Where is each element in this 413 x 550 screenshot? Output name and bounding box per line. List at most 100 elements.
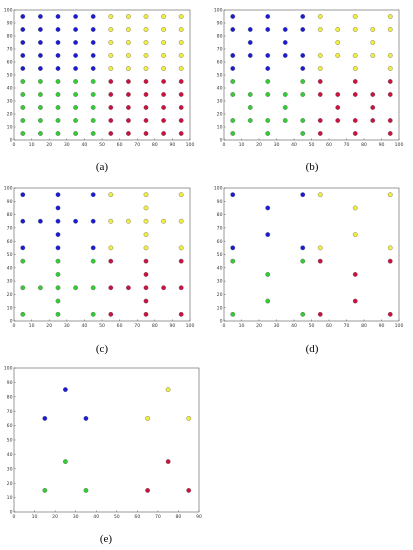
point-blue	[300, 14, 306, 19]
point-green	[55, 118, 61, 123]
point-green	[42, 488, 48, 493]
y-tick-label: 60	[7, 239, 13, 245]
y-tick-label: 60	[217, 60, 223, 66]
point-blue	[90, 245, 96, 251]
x-tick-label: 10	[32, 514, 38, 520]
point-blue	[230, 66, 236, 71]
x-tick-label: 90	[169, 323, 175, 329]
point-red	[352, 92, 358, 97]
y-tick-label: 100	[214, 8, 223, 14]
point-green	[20, 131, 26, 136]
y-tick-label: 90	[217, 199, 223, 205]
point-blue	[73, 14, 78, 19]
point-green	[55, 272, 61, 277]
point-green	[265, 79, 271, 84]
plot-area	[13, 9, 191, 141]
x-tick-label: 100	[186, 323, 195, 329]
point-green	[55, 79, 61, 84]
point-yellow	[317, 66, 323, 71]
point-green	[90, 285, 96, 291]
y-tick-label: 20	[7, 292, 13, 298]
point-blue	[90, 66, 96, 71]
point-green	[230, 79, 236, 84]
point-green	[90, 118, 96, 123]
point-yellow	[143, 40, 149, 45]
point-blue	[55, 205, 61, 211]
point-yellow	[108, 66, 114, 71]
point-green	[265, 131, 271, 136]
point-blue	[63, 387, 68, 392]
point-green	[282, 105, 288, 110]
y-tick-label: 80	[7, 34, 13, 40]
point-green	[90, 92, 96, 97]
point-red	[352, 79, 358, 84]
x-tick-label: 50	[309, 323, 315, 329]
point-blue	[265, 232, 271, 237]
x-tick-label: 10	[239, 323, 245, 329]
y-tick-label: 40	[7, 86, 13, 92]
point-yellow	[387, 66, 393, 71]
point-red	[335, 118, 341, 123]
point-red	[335, 105, 341, 110]
x-tick-label: 70	[344, 323, 350, 329]
point-blue	[20, 192, 26, 198]
point-yellow	[143, 218, 149, 224]
point-green	[20, 92, 26, 97]
point-yellow	[161, 218, 166, 224]
point-green	[38, 118, 43, 123]
point-red	[108, 79, 114, 84]
point-red	[108, 131, 114, 136]
point-red	[317, 311, 323, 317]
y-tick-label: 50	[217, 252, 223, 258]
point-green	[300, 79, 306, 84]
point-yellow	[352, 205, 358, 211]
point-green	[20, 118, 26, 123]
x-tick-label: 50	[99, 323, 105, 329]
point-blue	[90, 14, 96, 19]
point-red	[143, 311, 149, 317]
point-yellow	[387, 53, 393, 58]
point-yellow	[145, 416, 150, 421]
y-tick-label: 90	[7, 21, 13, 27]
point-yellow	[387, 192, 393, 198]
x-tick-label: 70	[134, 323, 140, 329]
y-tick-label: 40	[217, 265, 223, 271]
point-red	[387, 311, 393, 317]
point-yellow	[161, 53, 166, 58]
y-tick-label: 80	[7, 212, 13, 218]
panel-caption: (d)	[306, 343, 319, 355]
x-tick-label: 60	[326, 142, 332, 148]
point-blue	[55, 192, 61, 198]
point-blue	[300, 66, 306, 71]
x-tick-label: 100	[186, 142, 195, 148]
point-green	[265, 118, 271, 123]
x-tick-label: 0	[13, 142, 16, 148]
point-yellow	[161, 66, 166, 71]
point-yellow	[317, 192, 323, 198]
point-blue	[90, 192, 96, 198]
point-red	[352, 131, 358, 136]
point-red	[143, 92, 149, 97]
point-blue	[73, 40, 78, 45]
point-red	[143, 131, 149, 136]
y-tick-label: 10	[7, 125, 13, 131]
point-blue	[247, 53, 253, 58]
x-tick-label: 40	[291, 323, 297, 329]
point-yellow	[352, 66, 358, 71]
point-green	[90, 79, 96, 84]
point-green	[73, 285, 78, 291]
point-blue	[230, 14, 236, 19]
y-tick-label: 90	[7, 199, 13, 205]
point-green	[247, 92, 253, 97]
point-red	[370, 105, 376, 110]
y-tick-label: 0	[10, 319, 13, 325]
point-red	[143, 258, 149, 264]
point-red	[387, 118, 393, 123]
y-tick-label: 70	[7, 226, 13, 232]
point-yellow	[161, 14, 166, 19]
point-yellow	[126, 66, 131, 71]
point-blue	[300, 53, 306, 58]
point-blue	[282, 53, 288, 58]
panel-caption: (c)	[96, 343, 109, 355]
point-red	[161, 79, 166, 84]
